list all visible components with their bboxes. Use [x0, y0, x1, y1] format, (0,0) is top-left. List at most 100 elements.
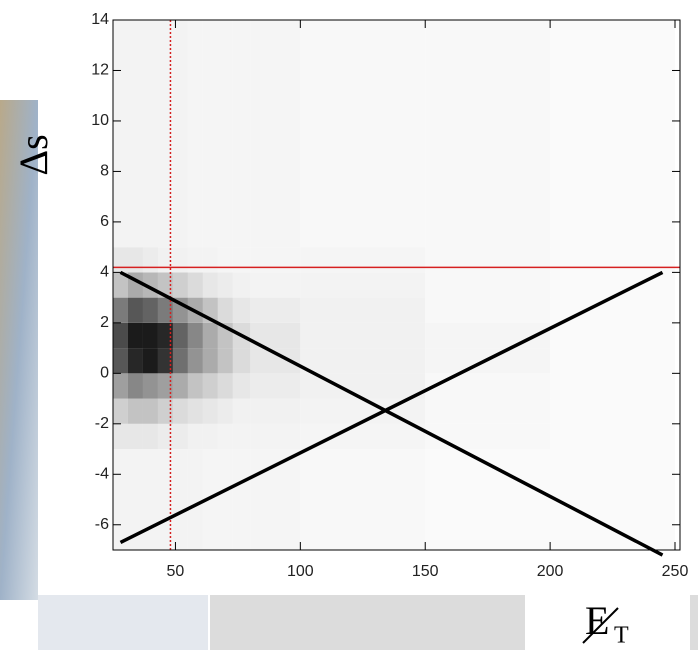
heatmap-cell — [157, 398, 173, 424]
heatmap-cell — [127, 322, 143, 349]
heatmap-cell — [250, 20, 301, 248]
cut-line — [119, 270, 664, 544]
plot-frame — [112, 19, 681, 551]
heatmap-cell — [232, 272, 251, 298]
y-tick-label: 8 — [100, 163, 109, 180]
cut-line — [119, 270, 664, 557]
heatmap-cell — [113, 423, 128, 450]
heatmap-cell — [425, 272, 551, 298]
heatmap-cell — [550, 348, 676, 374]
heatmap-cell — [425, 398, 551, 424]
heatmap-cell — [142, 20, 158, 248]
heatmap-cell — [172, 398, 188, 424]
heatmap-cell — [550, 322, 676, 349]
heatmap-cell — [202, 398, 218, 424]
y-tick-label: 12 — [91, 62, 109, 79]
heatmap-cell — [113, 373, 128, 399]
heatmap-cell — [300, 247, 426, 273]
heatmap-cell — [202, 373, 218, 399]
y-tick-label: 0 — [100, 365, 109, 382]
heatmap-cell — [217, 398, 233, 424]
heatmap-cell — [550, 449, 676, 550]
heatmap-cell — [113, 398, 128, 424]
heatmap-cell — [250, 272, 301, 298]
heatmap-cell — [113, 272, 128, 298]
heatmap-cell — [232, 20, 251, 248]
heatmap-cell — [217, 449, 233, 550]
heatmap-cell — [217, 373, 233, 399]
x-axis-label-slash — [582, 607, 619, 644]
heatmap-cell — [232, 373, 251, 399]
heatmap-cell — [232, 398, 251, 424]
heatmap-cell — [187, 398, 203, 424]
heatmap-cell — [172, 20, 188, 248]
heatmap-cell — [202, 322, 218, 349]
heatmap-cell — [425, 449, 551, 550]
decor-strip — [0, 100, 38, 600]
heatmap-cell — [142, 247, 158, 273]
heatmap-cell — [250, 373, 301, 399]
y-tick-label: -2 — [95, 415, 109, 432]
heatmap-cell — [187, 20, 203, 248]
heatmap-cell — [187, 322, 203, 349]
heatmap-cell — [172, 449, 188, 550]
heatmap-cell — [127, 373, 143, 399]
heatmap-cell — [113, 20, 128, 248]
x-tick-label: 250 — [662, 563, 689, 580]
heatmap-cell — [127, 398, 143, 424]
heatmap-cell — [217, 247, 233, 273]
heatmap-cell — [142, 373, 158, 399]
heatmap-cell — [157, 247, 173, 273]
heatmap-cell — [157, 272, 173, 298]
heatmap-cell — [300, 20, 426, 248]
heatmap-cell — [172, 423, 188, 450]
heatmap-cell — [187, 373, 203, 399]
heatmap-cell — [113, 449, 128, 550]
heatmap-cell — [550, 398, 676, 424]
heatmap-cell — [127, 423, 143, 450]
x-axis-label-sub: T — [614, 623, 629, 649]
heatmap-cell — [550, 373, 676, 399]
heatmap-cell — [425, 297, 551, 323]
heatmap-cell — [250, 297, 301, 323]
heatmap-cell — [250, 423, 301, 450]
heatmap-cell — [142, 423, 158, 450]
y-tick-label: 14 — [91, 11, 109, 28]
heatmap-cell — [127, 348, 143, 374]
heatmap-cell — [172, 247, 188, 273]
heatmap-cell — [217, 272, 233, 298]
heatmap-cell — [300, 297, 426, 323]
heatmap-cell — [250, 398, 301, 424]
heatmap-cell — [157, 322, 173, 349]
y-tick-label: -6 — [95, 516, 109, 533]
heatmap-cell — [142, 297, 158, 323]
heatmap-cell — [217, 423, 233, 450]
heatmap-cell — [113, 348, 128, 374]
y-axis-label: Δs — [11, 134, 56, 175]
heatmap-cell — [232, 348, 251, 374]
heatmap-cell — [142, 348, 158, 374]
x-tick-label: 100 — [287, 563, 314, 580]
heatmap-cell — [127, 297, 143, 323]
heatmap-cell — [113, 297, 128, 323]
heatmap-cell — [550, 20, 676, 248]
heatmap-cell — [142, 322, 158, 349]
heatmap-cell — [425, 20, 551, 248]
heatmap-cell — [202, 20, 218, 248]
heatmap-cell — [232, 247, 251, 273]
heatmap-cell — [113, 322, 128, 349]
x-tick-label: 150 — [412, 563, 439, 580]
heatmap-cell — [250, 247, 301, 273]
x-tick-label: 200 — [537, 563, 564, 580]
y-tick-label: -4 — [95, 466, 109, 483]
heatmap-cell — [300, 449, 426, 550]
heatmap-cell — [300, 423, 426, 450]
heatmap-cell — [202, 348, 218, 374]
heatmap-cell — [157, 373, 173, 399]
heatmap-cell — [187, 247, 203, 273]
heatmap-cell — [217, 297, 233, 323]
heatmap-cell — [113, 247, 128, 273]
plot-area: 50 100 150 200 250 -6 -4 -2 0 2 4 6 8 10 12 14 — [91, 11, 688, 580]
